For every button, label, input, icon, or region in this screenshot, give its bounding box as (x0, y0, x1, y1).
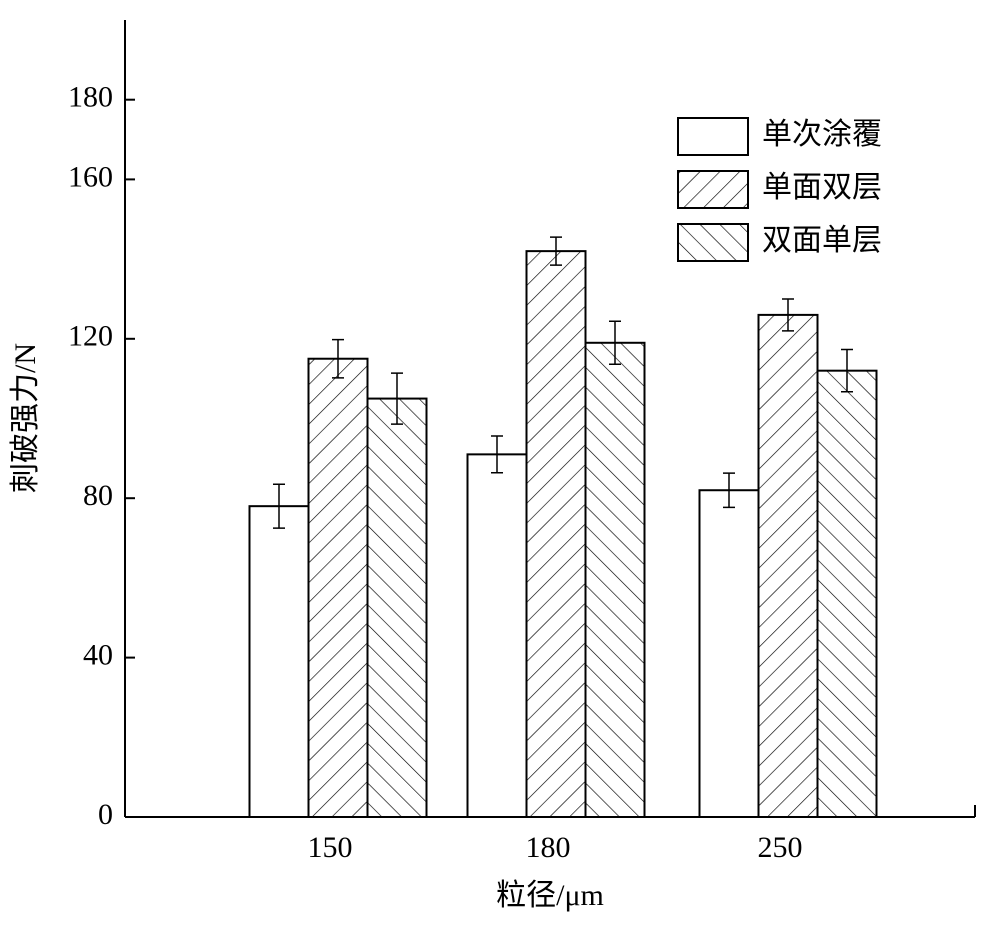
x-tick-label: 250 (758, 831, 803, 864)
bar (307, 357, 369, 818)
error-bar (550, 236, 562, 266)
error-bar (491, 435, 503, 474)
error-bar (609, 320, 621, 366)
y-tick-label: 160 (68, 160, 113, 193)
y-tick-label: 0 (98, 798, 113, 831)
y-tick-label: 180 (68, 81, 113, 114)
bar (584, 341, 646, 818)
y-tick-label: 80 (83, 479, 113, 512)
bar (757, 313, 819, 818)
legend-swatch (677, 117, 749, 156)
x-axis-title: 粒径/μm (496, 879, 604, 912)
y-axis-title: 刺破强力/N (9, 343, 42, 493)
x-tick-label: 180 (526, 831, 571, 864)
bar (466, 453, 528, 818)
error-bar (273, 483, 285, 529)
error-bar (391, 372, 403, 425)
error-bar (782, 298, 794, 332)
legend-swatch (677, 170, 749, 209)
bar (525, 250, 587, 818)
bar (248, 505, 310, 818)
y-tick-label: 40 (83, 638, 113, 671)
error-bar (332, 338, 344, 379)
legend-label: 单面双层 (762, 171, 882, 204)
bar (698, 489, 760, 818)
x-tick-label: 150 (308, 831, 353, 864)
legend-label: 双面单层 (762, 224, 882, 257)
bar (366, 397, 428, 818)
error-bar (723, 472, 735, 509)
error-bar (841, 348, 853, 393)
legend-label: 单次涂覆 (762, 118, 882, 151)
bar (816, 369, 878, 818)
legend-swatch (677, 223, 749, 262)
y-tick-label: 120 (68, 320, 113, 353)
